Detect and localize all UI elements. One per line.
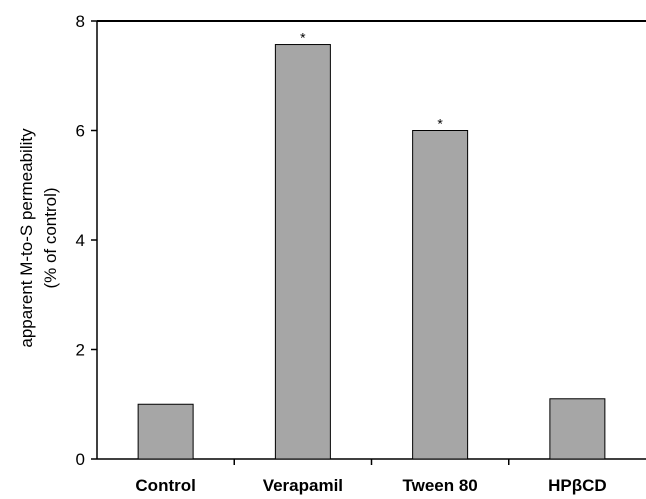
y-tick-label: 2: [76, 341, 85, 360]
bar: [549, 398, 606, 460]
significance-marker: *: [437, 116, 443, 132]
y-axis-title-line2: (% of control): [41, 187, 60, 288]
x-category-label: Control: [135, 476, 195, 495]
bar: [412, 130, 469, 460]
x-category-label: HPβCD: [548, 476, 607, 495]
x-category-label: Verapamil: [263, 476, 343, 495]
y-tick-label: 4: [76, 231, 85, 250]
bar: [137, 403, 194, 460]
y-axis-title: apparent M-to-S permeability (% of contr…: [17, 128, 60, 348]
bars: [137, 44, 606, 460]
bar: [274, 44, 331, 460]
x-ticks: [233, 459, 510, 465]
y-tick-label: 8: [76, 12, 85, 31]
y-tick-label: 0: [76, 450, 85, 469]
significance-marker: *: [300, 30, 306, 46]
y-ticks: 0 2 4 6 8: [76, 12, 97, 469]
y-axis-title-line1: apparent M-to-S permeability: [17, 128, 36, 348]
x-category-label: Tween 80: [402, 476, 477, 495]
annotations: **: [300, 30, 443, 132]
y-tick-label: 6: [76, 122, 85, 141]
category-labels: Control Verapamil Tween 80 HPβCD: [135, 476, 606, 495]
